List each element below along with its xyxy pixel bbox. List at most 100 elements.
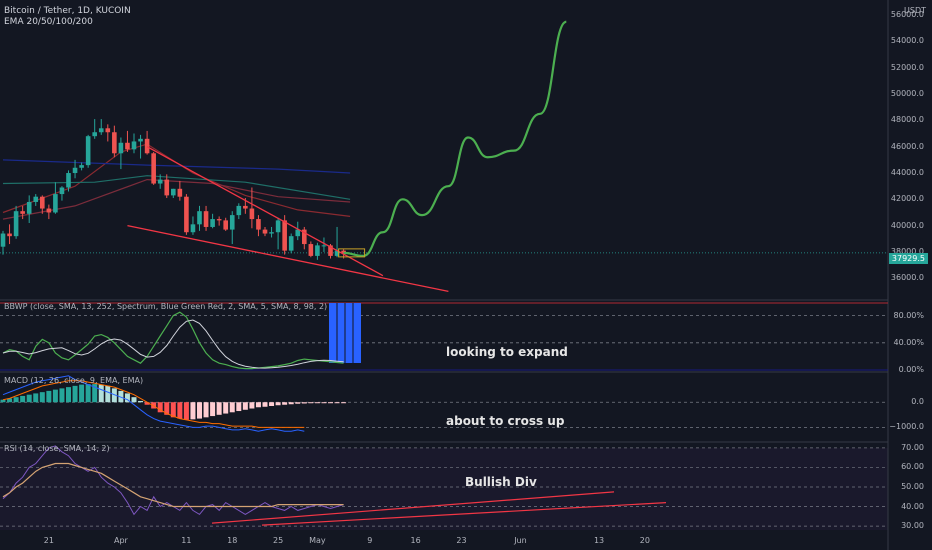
candle-body <box>105 128 111 133</box>
candle-body <box>66 173 71 188</box>
candle-body <box>184 196 189 233</box>
macd-histogram-bar <box>190 402 196 420</box>
price-tick: 54000.0 <box>890 36 924 46</box>
trendline <box>146 146 384 277</box>
macd-histogram-bar <box>236 402 242 412</box>
candle-body <box>275 220 281 233</box>
macd-histogram-bar <box>164 402 170 415</box>
candle-body <box>203 211 209 227</box>
price-tick: 40000.0 <box>890 220 924 230</box>
price-tick: 56000.0 <box>890 10 924 20</box>
rsi-tick: 30.00 <box>901 521 924 531</box>
rsi-tick: 40.00 <box>901 501 924 511</box>
macd-tick: 0.0 <box>911 397 924 407</box>
candle-body <box>46 208 52 213</box>
candle-body <box>20 211 25 214</box>
bbwp-annotation: looking to expand <box>446 345 568 359</box>
bbwp-line <box>2 311 344 370</box>
bbwp-ma-line <box>2 319 344 369</box>
candle-body <box>302 229 307 245</box>
ema-100-line <box>2 175 351 200</box>
candle-body <box>171 188 176 196</box>
price-tick: 48000.0 <box>890 115 924 125</box>
candle-body <box>40 196 45 209</box>
time-tick: 20 <box>639 536 650 545</box>
macd-histogram-bar <box>72 385 78 403</box>
entry-box <box>338 248 366 258</box>
candle-body <box>112 132 117 154</box>
macd-histogram-bar <box>46 390 52 403</box>
candle-body <box>197 211 202 225</box>
candle-body <box>269 232 274 234</box>
candle-body <box>321 245 327 247</box>
candle-body <box>131 141 137 150</box>
candle-body <box>288 236 294 251</box>
time-tick: May <box>309 536 326 545</box>
candle-body <box>138 138 143 142</box>
macd-histogram-bar <box>229 402 235 413</box>
price-tick: 38000.0 <box>890 246 924 256</box>
candle-body <box>262 229 268 234</box>
time-tick: 16 <box>410 536 421 545</box>
macd-line <box>2 375 305 432</box>
rsi-divergence-line <box>261 502 667 526</box>
macd-histogram-bar <box>275 402 281 406</box>
candle-body <box>85 136 91 166</box>
chart-title: Bitcoin / Tether, 1D, KUCOIN EMA 20/50/1… <box>4 6 131 28</box>
candle-body <box>229 215 235 230</box>
price-tick: 36000.0 <box>890 273 924 283</box>
macd-histogram-bar <box>157 402 163 413</box>
macd-histogram-bar <box>334 402 340 404</box>
macd-histogram-bar <box>314 402 320 404</box>
time-tick: 21 <box>43 536 54 545</box>
macd-signal-line <box>2 380 305 428</box>
rsi-legend: RSI (14, close, SMA, 14, 2) <box>4 444 110 453</box>
candle-body <box>13 211 19 237</box>
candle-body <box>249 208 255 220</box>
macd-histogram-bar <box>59 388 65 403</box>
candle-body <box>144 138 150 154</box>
candle-body <box>53 194 58 213</box>
price-tick: 46000.0 <box>890 141 924 151</box>
candle-body <box>157 179 163 184</box>
time-tick: Jun <box>514 536 527 545</box>
macd-histogram-bar <box>282 402 288 405</box>
price-tick: 52000.0 <box>890 62 924 72</box>
macd-histogram-bar <box>39 392 45 403</box>
candle-body <box>256 219 261 230</box>
rsi-annotation: Bullish Div <box>465 475 537 489</box>
macd-histogram-bar <box>79 384 85 403</box>
macd-histogram-bar <box>118 390 124 403</box>
trendline <box>127 225 449 293</box>
rsi-ma-line <box>2 462 344 508</box>
macd-legend: MACD (12, 26, close, 9, EMA, EMA) <box>4 376 144 385</box>
candle-body <box>236 205 242 216</box>
macd-histogram-bar <box>7 398 13 403</box>
ema-200-line <box>2 159 351 174</box>
candle-body <box>223 220 228 230</box>
time-tick: Apr <box>113 536 128 545</box>
macd-histogram-bar <box>321 402 327 404</box>
macd-histogram-bar <box>223 402 229 414</box>
candle-body <box>243 205 248 209</box>
candle-body <box>33 196 39 202</box>
macd-histogram-bar <box>288 402 294 405</box>
bbwp-tick: 40.00% <box>893 337 924 347</box>
macd-histogram-bar <box>216 402 222 415</box>
macd-histogram-bar <box>98 384 104 403</box>
macd-histogram-bar <box>183 402 189 420</box>
macd-histogram-bar <box>33 393 39 403</box>
price-tick: 50000.0 <box>890 89 924 99</box>
time-tick: 25 <box>273 536 284 545</box>
last-price-badge: 37929.5 <box>888 253 928 264</box>
time-tick: 23 <box>456 536 467 545</box>
candle-body <box>308 244 314 256</box>
macd-histogram-bar <box>52 389 58 403</box>
candle-body <box>0 233 6 247</box>
macd-histogram-bar <box>249 402 255 409</box>
macd-histogram-bar <box>124 393 130 403</box>
macd-annotation: about to cross up <box>446 414 565 428</box>
rsi-tick: 70.00 <box>901 442 924 452</box>
